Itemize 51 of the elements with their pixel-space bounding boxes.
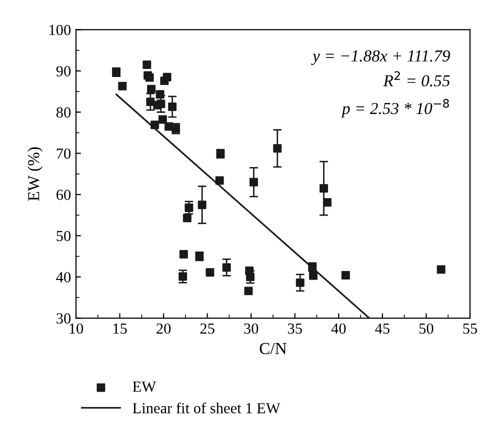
y-tick-label: 50	[56, 230, 71, 242]
y-axis-title: EW (%)	[28, 147, 43, 201]
y-tick-label: 60	[56, 190, 71, 200]
x-tick-label: 50	[419, 323, 434, 334]
x-tick-label: 10	[70, 323, 84, 334]
point	[341, 271, 350, 280]
point	[158, 115, 167, 124]
point	[156, 100, 166, 108]
y-tick-label: 80	[56, 107, 71, 118]
point	[118, 82, 127, 90]
point	[222, 263, 231, 272]
point	[150, 120, 160, 130]
point	[436, 265, 446, 274]
x-axis-title: C/N	[260, 342, 287, 354]
legend-label: EW	[132, 382, 156, 392]
point	[182, 214, 192, 222]
y-tick-label: 30	[56, 313, 71, 324]
point	[206, 268, 214, 277]
x-tick-label: 25	[200, 323, 214, 334]
point	[320, 184, 328, 193]
x-tick-label: 20	[156, 323, 171, 334]
x-tick-label: 15	[113, 324, 127, 334]
point	[198, 200, 206, 210]
point	[168, 102, 177, 111]
x-tick-label: 40	[331, 323, 346, 334]
point	[250, 178, 258, 186]
point	[184, 203, 194, 212]
x-tick-label: 55	[463, 324, 478, 334]
y-tick-label: 90	[56, 66, 71, 76]
point	[162, 72, 172, 82]
annotation: p = 2.53 * 10$^{−8}$	[340, 98, 449, 118]
point	[246, 272, 254, 282]
y-tick-label: 40	[56, 272, 71, 282]
point	[273, 144, 282, 153]
y-tick-label: 100	[50, 24, 71, 36]
point	[179, 250, 188, 259]
point	[215, 176, 224, 185]
point	[142, 60, 152, 69]
x-tick-label: 30	[244, 323, 258, 334]
y-tick-label: 70	[56, 148, 71, 159]
point	[309, 271, 318, 280]
annotation: R$^{2}$ = 0.55	[383, 71, 450, 86]
point	[244, 286, 253, 296]
legend-label: Linear fit of sheet 1 EW	[132, 402, 280, 414]
annotation: y = −1.88x + 111.79	[311, 50, 450, 66]
point	[296, 278, 304, 287]
point	[178, 272, 188, 281]
x-tick-label: 45	[375, 324, 390, 334]
point	[323, 198, 332, 207]
x-tick-label: 35	[288, 323, 302, 334]
point	[146, 98, 155, 106]
